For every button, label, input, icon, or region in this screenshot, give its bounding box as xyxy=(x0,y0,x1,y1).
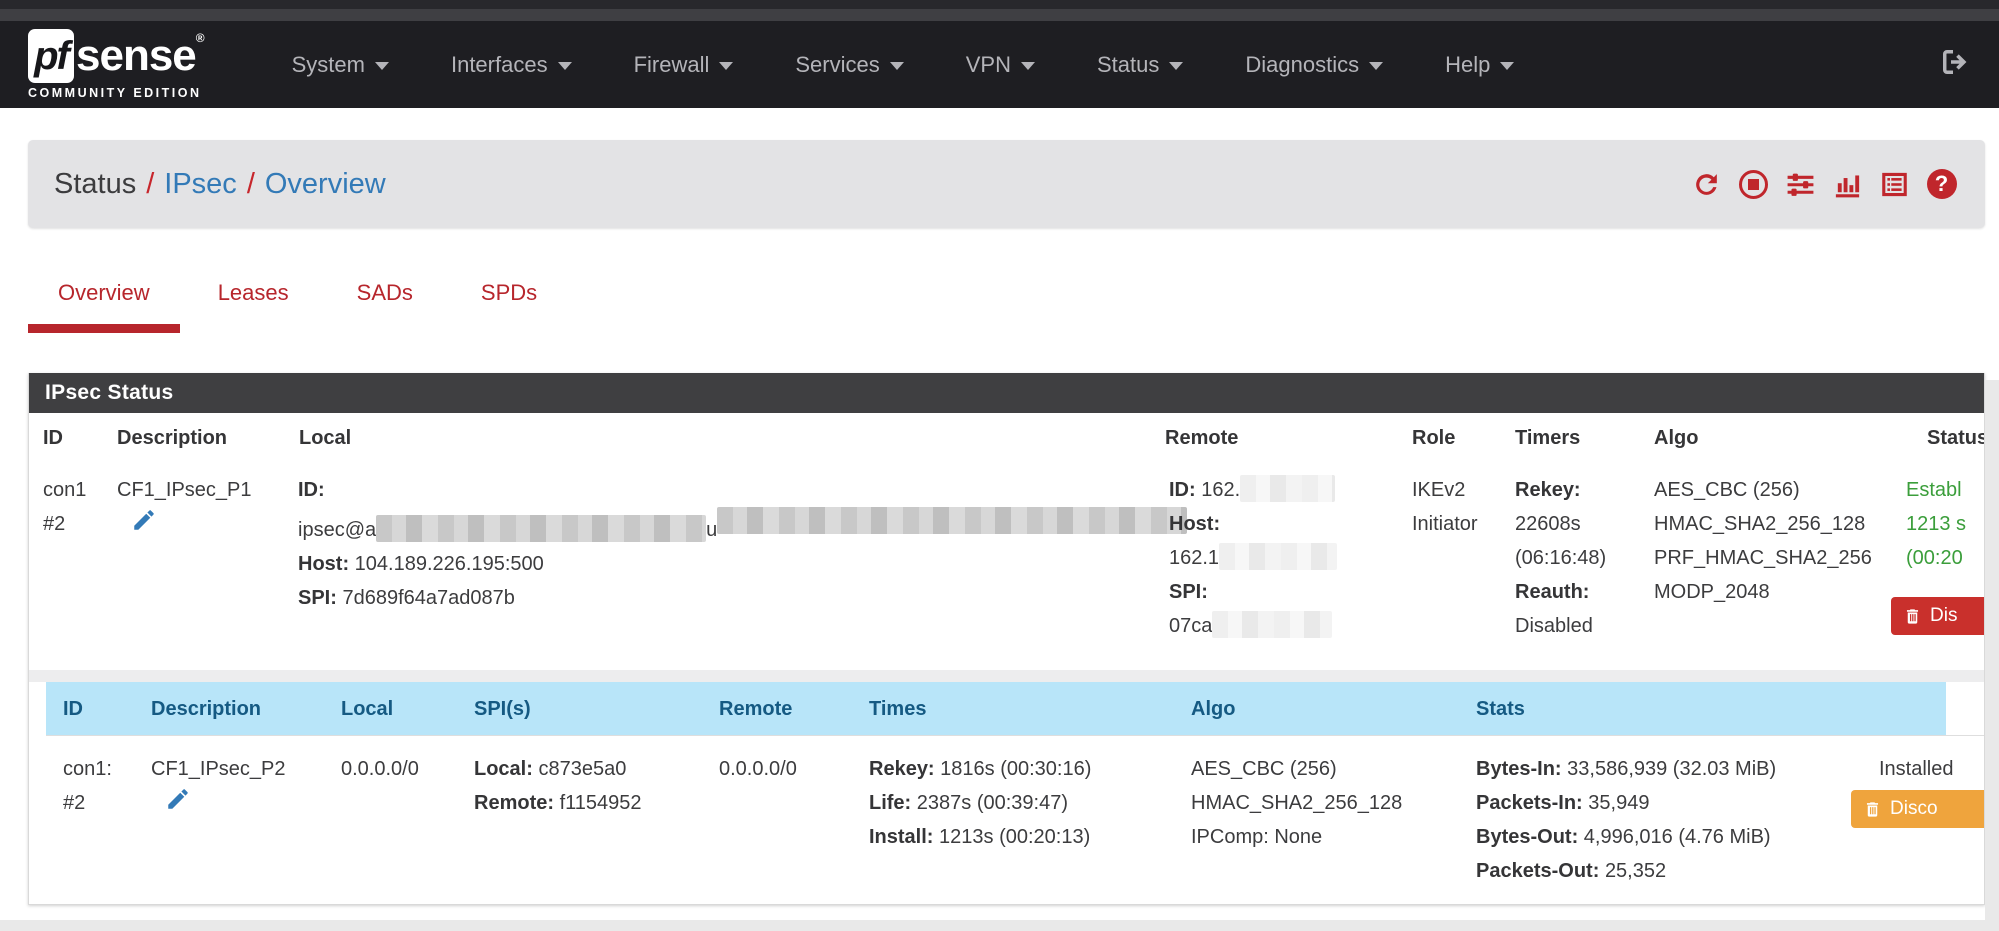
help-icon[interactable]: ? xyxy=(1926,169,1957,200)
col-remote: Remote xyxy=(719,698,793,720)
refresh-icon[interactable] xyxy=(1691,169,1722,200)
child-sa-row: con1: #2 CF1_IPsec_P2 0.0.0.0/0 Local: c8… xyxy=(46,735,1984,904)
sign-out-icon[interactable] xyxy=(1939,46,1971,83)
main-navbar: pf sense® COMMUNITY EDITION System Inter… xyxy=(0,21,1999,108)
nav-item-interfaces[interactable]: Interfaces xyxy=(451,52,572,78)
ike-description-cell: CF1_IPsec_P1 xyxy=(117,473,252,544)
chevron-down-icon xyxy=(889,62,904,70)
col-algo: Algo xyxy=(1654,427,1699,449)
ipsec-status-panel: IPsec Status ID Description Local Remote… xyxy=(28,373,1985,905)
disconnect-button[interactable]: Disco xyxy=(1851,790,1984,828)
chevron-down-icon xyxy=(1169,62,1184,70)
sa-times-cell: Rekey: 1816s (00:30:16) Life: 2387s (00:… xyxy=(869,758,1092,848)
trash-icon xyxy=(1866,801,1879,817)
chevron-down-icon xyxy=(1020,62,1035,70)
redacted-text xyxy=(717,507,1188,534)
nav-item-services[interactable]: Services xyxy=(795,52,904,78)
col-description: Description xyxy=(117,427,228,449)
ipsec-tabs: Overview Leases SADs SPDs xyxy=(28,280,1999,333)
sa-id-cell: con1: #2 xyxy=(63,758,112,814)
window-top-strip xyxy=(0,0,1999,9)
col-local: Local xyxy=(341,698,394,720)
redacted-text xyxy=(1212,611,1333,638)
nav-item-diagnostics[interactable]: Diagnostics xyxy=(1245,52,1384,78)
page-gutter xyxy=(0,920,1999,931)
ike-role-cell: IKEv2 Initiator xyxy=(1412,479,1478,535)
sa-stats-cell: Bytes-In: 33,586,939 (32.03 MiB) Packets… xyxy=(1476,758,1777,882)
ike-id-cell: con1 #2 xyxy=(43,479,87,535)
chevron-down-icon xyxy=(557,62,572,70)
brand-subtitle: COMMUNITY EDITION xyxy=(28,86,202,100)
nav-item-vpn[interactable]: VPN xyxy=(966,52,1035,78)
redacted-text xyxy=(1240,475,1336,502)
breadcrumb-separator: / xyxy=(146,167,155,200)
tab-sads[interactable]: SADs xyxy=(356,280,413,305)
col-algo: Algo xyxy=(1191,698,1236,720)
pfsense-logo[interactable]: pf sense® COMMUNITY EDITION xyxy=(28,29,205,100)
page-gutter xyxy=(1985,380,1999,931)
child-sa-table: ID Description Local SPI(s) Remote Times… xyxy=(46,682,1984,904)
nav-item-status[interactable]: Status xyxy=(1097,52,1184,78)
col-timers: Timers xyxy=(1515,427,1581,449)
tab-leases[interactable]: Leases xyxy=(217,280,289,305)
nav-menu: System Interfaces Firewall Services VPN … xyxy=(292,52,1515,78)
edit-icon[interactable] xyxy=(131,507,157,544)
col-id: ID xyxy=(43,427,63,449)
sa-status-cell: Installed Disco xyxy=(1851,752,1984,830)
log-list-icon[interactable] xyxy=(1879,169,1910,200)
stop-icon[interactable] xyxy=(1738,169,1769,200)
brand-name: sense® xyxy=(76,31,205,80)
tab-overview[interactable]: Overview xyxy=(28,280,180,333)
pf-logo-mark: pf xyxy=(28,29,74,83)
sa-algo-cell: AES_CBC (256) HMAC_SHA2_256_128 IPComp: … xyxy=(1191,758,1403,848)
chevron-down-icon xyxy=(719,62,734,70)
child-sa-header: ID Description Local SPI(s) Remote Times… xyxy=(46,682,1946,735)
breadcrumb-root: Status xyxy=(54,167,137,200)
breadcrumb-link-overview[interactable]: Overview xyxy=(264,167,386,200)
nav-item-system[interactable]: System xyxy=(292,52,389,78)
redacted-text xyxy=(376,515,707,542)
table-separator xyxy=(29,670,1984,682)
ike-status-cell: Establ 1213 s (00:20 Dis xyxy=(1891,473,1984,637)
nav-item-help[interactable]: Help xyxy=(1445,52,1515,78)
ike-local-cell: ID: ipsec@a u Host: 104.189.226.195:500 S… xyxy=(298,473,1188,615)
nav-item-firewall[interactable]: Firewall xyxy=(634,52,734,78)
breadcrumb-separator: / xyxy=(246,167,255,200)
breadcrumb-bar: Status / IPsec / Overview ? xyxy=(28,140,1985,228)
chevron-down-icon xyxy=(374,62,389,70)
col-spis: SPI(s) xyxy=(474,698,531,720)
col-status: Status xyxy=(1927,427,1985,449)
redacted-text xyxy=(1219,543,1338,570)
chevron-down-icon xyxy=(1500,62,1515,70)
col-local: Local xyxy=(299,427,352,449)
ike-algo-cell: AES_CBC (256) HMAC_SHA2_256_128 PRF_HMAC… xyxy=(1654,479,1872,603)
chevron-down-icon xyxy=(1369,62,1384,70)
trash-icon xyxy=(1906,608,1919,624)
breadcrumb: Status / IPsec / Overview xyxy=(54,168,386,201)
filter-settings-icon[interactable] xyxy=(1785,169,1816,200)
sa-spis-cell: Local: c873e5a0 Remote: f1154952 xyxy=(474,758,642,814)
page-action-icons: ? xyxy=(1691,169,1957,200)
bar-chart-icon[interactable] xyxy=(1832,169,1863,200)
col-stats: Stats xyxy=(1476,698,1525,720)
disconnect-button[interactable]: Dis xyxy=(1891,597,1984,635)
window-title-strip xyxy=(0,9,1999,21)
panel-title: IPsec Status xyxy=(29,373,1984,413)
sa-description-cell: CF1_IPsec_P2 xyxy=(151,752,286,823)
tab-spds[interactable]: SPDs xyxy=(480,280,538,305)
col-id: ID xyxy=(63,698,83,720)
col-description: Description xyxy=(151,698,262,720)
col-times: Times xyxy=(869,698,927,720)
col-role: Role xyxy=(1412,427,1456,449)
ike-remote-cell: ID: 162. Host: 162.1 SPI: 07ca xyxy=(1169,473,1338,643)
ike-timers-cell: Rekey: 22608s (06:16:48) Reauth: Disable… xyxy=(1515,479,1607,637)
edit-icon[interactable] xyxy=(165,786,191,823)
sa-remote-cell: 0.0.0.0/0 xyxy=(719,758,797,780)
sa-local-cell: 0.0.0.0/0 xyxy=(341,758,419,780)
breadcrumb-link-ipsec[interactable]: IPsec xyxy=(164,167,237,200)
col-remote: Remote xyxy=(1165,427,1239,449)
